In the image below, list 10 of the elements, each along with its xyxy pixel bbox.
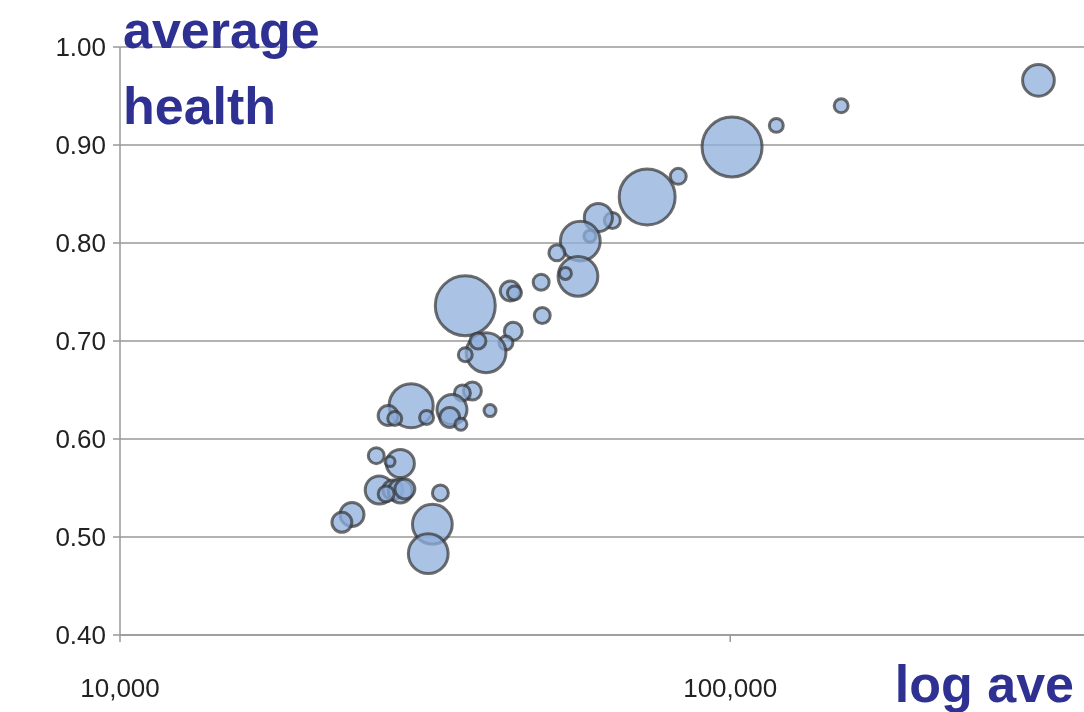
y-tick-label: 0.70	[55, 326, 106, 357]
y-tick-label: 0.80	[55, 228, 106, 259]
y-tick-label: 1.00	[55, 32, 106, 63]
y-tick-label: 0.40	[55, 620, 106, 651]
x-tick-label: 100,000	[683, 673, 778, 703]
y-tick-label: 0.60	[55, 424, 106, 455]
y-tick-label: 0.90	[55, 130, 106, 161]
y-axis-title: average health	[123, 1, 320, 135]
y-tick-label: 0.50	[55, 522, 106, 553]
x-tick-label: 10,000	[80, 673, 160, 703]
